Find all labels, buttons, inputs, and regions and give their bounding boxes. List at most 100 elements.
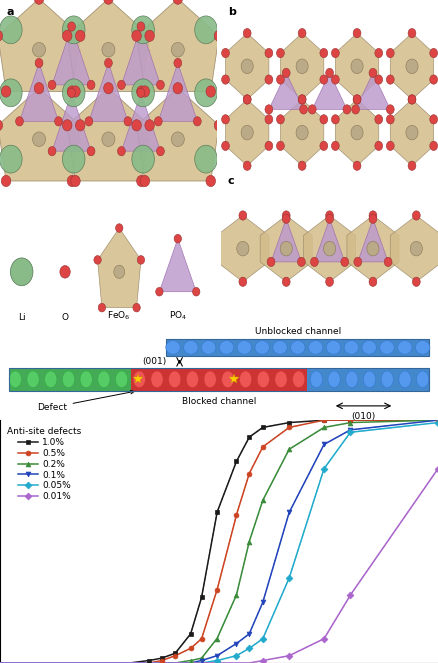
Polygon shape xyxy=(314,219,345,262)
Ellipse shape xyxy=(114,265,125,278)
Ellipse shape xyxy=(408,29,416,38)
Ellipse shape xyxy=(413,211,420,220)
Ellipse shape xyxy=(155,288,163,296)
Polygon shape xyxy=(98,228,141,308)
Ellipse shape xyxy=(16,117,23,126)
Polygon shape xyxy=(390,215,438,282)
Polygon shape xyxy=(121,27,160,85)
Ellipse shape xyxy=(71,86,80,97)
Polygon shape xyxy=(20,63,59,121)
Ellipse shape xyxy=(32,132,46,147)
Text: (001): (001) xyxy=(142,357,166,367)
Ellipse shape xyxy=(63,145,85,173)
Ellipse shape xyxy=(239,277,247,286)
Ellipse shape xyxy=(98,371,110,388)
Polygon shape xyxy=(336,33,379,99)
Ellipse shape xyxy=(375,48,383,58)
Ellipse shape xyxy=(102,42,115,57)
Ellipse shape xyxy=(35,58,43,68)
Text: b: b xyxy=(228,7,236,17)
Ellipse shape xyxy=(71,175,80,187)
Polygon shape xyxy=(390,99,434,166)
Ellipse shape xyxy=(276,48,284,58)
Ellipse shape xyxy=(354,257,362,267)
Ellipse shape xyxy=(219,341,234,354)
Ellipse shape xyxy=(60,265,70,278)
Ellipse shape xyxy=(351,59,363,74)
Ellipse shape xyxy=(132,79,154,107)
Ellipse shape xyxy=(206,175,215,187)
Ellipse shape xyxy=(344,341,359,354)
Ellipse shape xyxy=(298,29,306,38)
Ellipse shape xyxy=(308,105,316,114)
Ellipse shape xyxy=(399,371,411,388)
Ellipse shape xyxy=(265,105,273,114)
Ellipse shape xyxy=(406,59,418,74)
Ellipse shape xyxy=(214,30,224,41)
Ellipse shape xyxy=(137,88,145,97)
Ellipse shape xyxy=(265,48,273,58)
Ellipse shape xyxy=(362,341,376,354)
Ellipse shape xyxy=(27,371,39,388)
Polygon shape xyxy=(217,215,269,282)
Text: Blocked channel: Blocked channel xyxy=(182,396,256,406)
Polygon shape xyxy=(226,33,269,99)
Text: PO$_4$: PO$_4$ xyxy=(169,309,187,322)
Ellipse shape xyxy=(137,255,145,264)
Ellipse shape xyxy=(243,95,251,104)
Ellipse shape xyxy=(117,80,125,90)
Ellipse shape xyxy=(296,59,308,74)
Ellipse shape xyxy=(265,141,273,151)
Ellipse shape xyxy=(328,371,340,388)
Ellipse shape xyxy=(63,79,85,107)
Ellipse shape xyxy=(408,95,416,104)
Ellipse shape xyxy=(1,86,11,97)
Ellipse shape xyxy=(34,0,44,4)
Polygon shape xyxy=(158,63,197,121)
Polygon shape xyxy=(336,99,379,166)
Ellipse shape xyxy=(276,141,284,151)
Ellipse shape xyxy=(137,86,146,97)
Ellipse shape xyxy=(156,80,164,90)
Ellipse shape xyxy=(116,371,128,388)
Polygon shape xyxy=(159,239,196,292)
Polygon shape xyxy=(67,88,150,181)
Ellipse shape xyxy=(326,211,333,220)
Ellipse shape xyxy=(326,341,341,354)
Ellipse shape xyxy=(276,115,284,124)
Ellipse shape xyxy=(222,48,230,58)
Ellipse shape xyxy=(267,257,275,267)
Legend: 1.0%, 0.5%, 0.2%, 0.1%, 0.05%, 0.01%: 1.0%, 0.5%, 0.2%, 0.1%, 0.05%, 0.01% xyxy=(4,425,84,504)
Ellipse shape xyxy=(300,105,307,114)
Ellipse shape xyxy=(132,16,154,44)
Ellipse shape xyxy=(369,68,377,78)
FancyBboxPatch shape xyxy=(166,339,429,356)
Ellipse shape xyxy=(137,22,145,31)
Ellipse shape xyxy=(353,95,361,104)
Ellipse shape xyxy=(380,341,394,354)
Ellipse shape xyxy=(132,119,141,131)
Polygon shape xyxy=(271,219,301,262)
Ellipse shape xyxy=(280,241,292,256)
Ellipse shape xyxy=(243,161,251,170)
Polygon shape xyxy=(137,88,219,181)
Ellipse shape xyxy=(80,371,92,388)
Ellipse shape xyxy=(320,141,328,151)
Ellipse shape xyxy=(67,88,75,97)
Ellipse shape xyxy=(133,304,140,312)
Ellipse shape xyxy=(214,119,224,131)
Ellipse shape xyxy=(174,234,181,243)
Ellipse shape xyxy=(265,115,273,124)
Ellipse shape xyxy=(283,277,290,286)
Ellipse shape xyxy=(55,117,63,126)
Ellipse shape xyxy=(239,211,247,220)
Ellipse shape xyxy=(206,86,215,97)
Ellipse shape xyxy=(410,241,422,256)
Ellipse shape xyxy=(273,341,287,354)
Ellipse shape xyxy=(0,30,3,41)
Ellipse shape xyxy=(173,0,183,4)
Ellipse shape xyxy=(298,95,306,104)
Ellipse shape xyxy=(332,75,339,84)
Ellipse shape xyxy=(204,371,216,388)
Ellipse shape xyxy=(137,175,146,187)
